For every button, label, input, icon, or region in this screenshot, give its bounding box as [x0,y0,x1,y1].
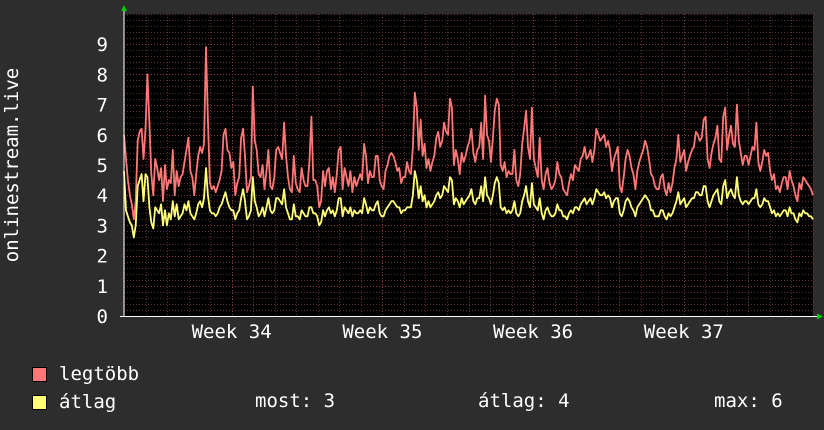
axes-layer [120,5,823,320]
y-tick-label: 2 [97,246,108,268]
y-tick-label: 8 [97,64,108,86]
legend-swatch-atlag [32,394,47,410]
stat-now: most: 3 [255,390,336,412]
stat-max: max: 6 [714,390,783,412]
y-tick-label: 1 [97,276,108,298]
y-tick-label: 0 [97,306,108,328]
legend-label-legtobb: legtöbb [59,363,140,385]
legend-swatch-legtobb [32,366,47,382]
x-tick-label: Week 37 [644,321,724,343]
y-axis-arrow-icon [121,5,127,11]
y-axis-label: onlinestream.live [1,68,23,262]
y-tick-label: 7 [97,95,108,117]
y-tick-label: 4 [97,185,108,207]
y-tick-label: 9 [97,34,108,56]
legend-item-atlag: átlag [32,390,116,414]
series-line-legtobb [123,46,814,221]
x-tick-label: Week 35 [342,321,422,343]
x-tick-label: Week 34 [192,321,272,343]
y-tick-labels: 0 1 2 3 4 5 6 7 8 9 [97,34,108,328]
legend-item-legtobb: legtöbb [32,362,139,386]
stat-avg: átlag: 4 [478,390,570,412]
series-layer [123,46,814,239]
x-axis-arrow-icon [817,313,823,320]
legend-label-atlag: átlag [59,391,117,413]
y-tick-label: 5 [97,155,108,177]
y-tick-label: 6 [97,125,108,147]
x-tick-label: Week 36 [493,321,573,343]
series-line-atlag [123,167,814,239]
y-tick-label: 3 [97,215,108,237]
x-tick-labels: Week 34 Week 35 Week 36 Week 37 [192,321,724,343]
